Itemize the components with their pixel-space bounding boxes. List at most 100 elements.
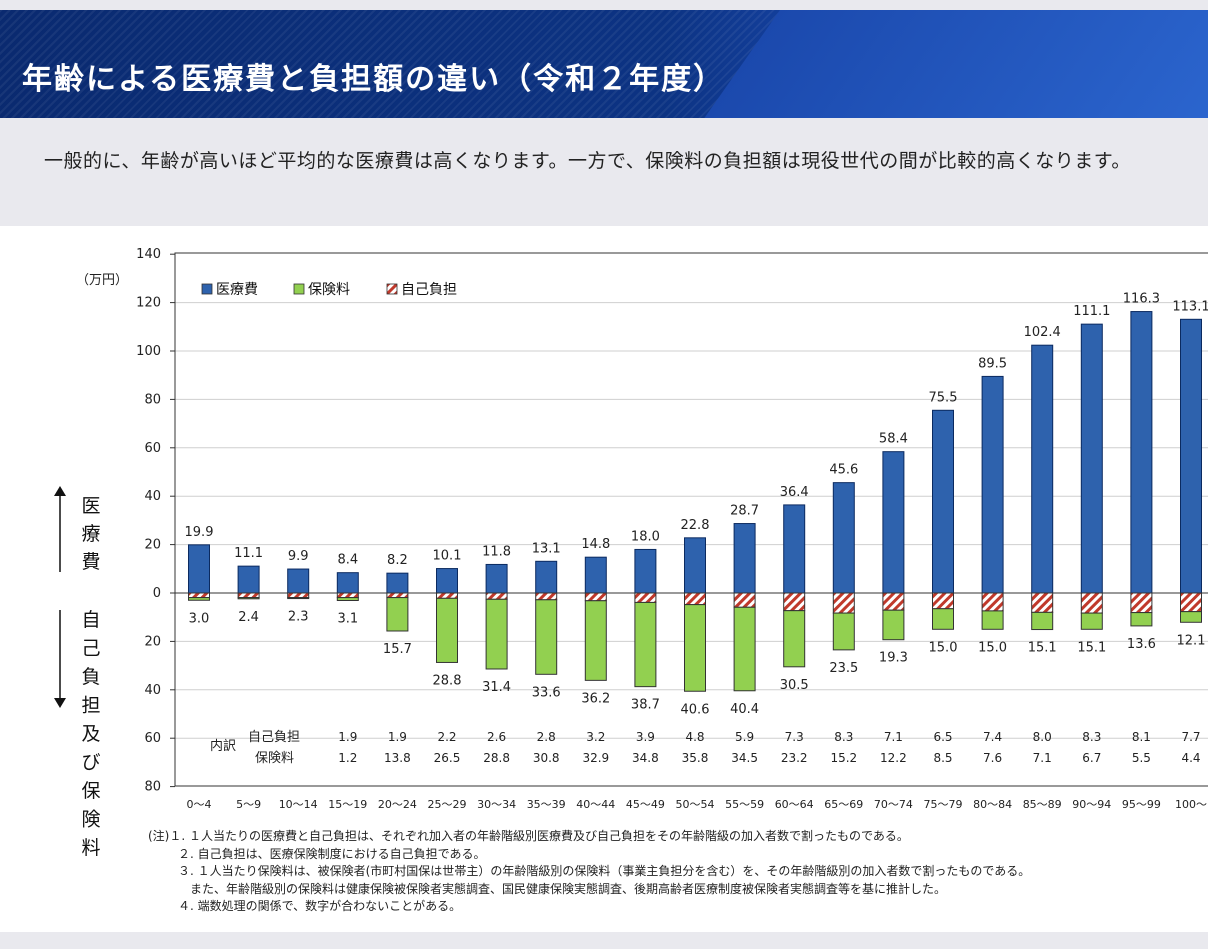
- breakdown-self-pay-value: 2.6: [487, 730, 506, 744]
- breakdown-premium-value: 5.5: [1132, 751, 1151, 765]
- data-label-medical: 45.6: [829, 463, 858, 478]
- lower-axis-label-char: 保: [81, 780, 100, 802]
- x-tick-label: 95〜99: [1122, 798, 1161, 811]
- breakdown-self-pay-value: 3.2: [586, 730, 605, 744]
- x-tick-label: 65〜69: [824, 798, 863, 811]
- y-tick-label: 20: [144, 538, 161, 553]
- breakdown-premium-value: 28.8: [483, 751, 510, 765]
- bar-self-pay: [535, 592, 558, 601]
- data-label-lower-total: 40.6: [681, 702, 710, 717]
- legend-label: 医療費: [216, 281, 258, 298]
- lower-axis-label-char: 自: [81, 609, 100, 631]
- data-label-lower-total: 31.4: [482, 680, 511, 695]
- bar-premium: [882, 609, 905, 641]
- y-tick-label: 40: [144, 683, 161, 698]
- x-tick-label: 90〜94: [1072, 798, 1111, 811]
- breakdown-self-pay-value: 7.3: [785, 730, 804, 744]
- x-tick-label: 80〜84: [973, 798, 1012, 811]
- bar-self-pay: [783, 592, 806, 612]
- breakdown-premium-value: 26.5: [434, 751, 461, 765]
- breakdown-premium-value: 6.7: [1082, 751, 1101, 765]
- intro-text: 一般的に、年齢が高いほど平均的な医療費は高くなります。一方で、保険料の負担額は現…: [22, 144, 1208, 179]
- lower-axis-label-char: 己: [81, 638, 100, 660]
- breakdown-premium-value: 23.2: [781, 751, 808, 765]
- bar-premium: [1080, 612, 1103, 630]
- y-tick-label: 120: [136, 296, 161, 311]
- bottom-strip: [0, 932, 1208, 949]
- bar-medical: [535, 560, 558, 594]
- bar-premium: [485, 598, 508, 670]
- bar-medical: [832, 482, 855, 594]
- unit-label: （万円）: [76, 273, 128, 288]
- lower-axis-label-char: 料: [81, 837, 100, 859]
- bar-medical: [336, 572, 359, 594]
- data-label-medical: 89.5: [978, 356, 1007, 371]
- breakdown-self-pay-value: 3.9: [636, 730, 655, 744]
- data-label-lower-total: 36.2: [581, 691, 610, 706]
- y-tick-label: 140: [136, 247, 161, 262]
- x-tick-label: 45〜49: [626, 798, 665, 811]
- note-1: (注)１. １人当たりの医療費と自己負担は、それぞれ加入者の年齢階級別医療費及び…: [148, 829, 909, 843]
- note-4: ４. 端数処理の関係で、数字が合わないことがある。: [178, 899, 462, 913]
- breakdown-self-pay-value: 2.8: [537, 730, 556, 744]
- data-label-lower-total: 2.4: [238, 610, 259, 625]
- data-label-medical: 14.8: [581, 537, 610, 552]
- bar-self-pay: [1031, 592, 1054, 613]
- y-tick-label: 60: [144, 731, 161, 746]
- bar-premium: [684, 604, 706, 692]
- data-label-medical: 10.1: [433, 549, 462, 564]
- bar-premium: [535, 599, 558, 675]
- data-label-lower-total: 15.0: [978, 640, 1007, 655]
- bar-self-pay: [188, 592, 210, 599]
- data-label-lower-total: 3.0: [189, 611, 210, 626]
- x-tick-label: 40〜44: [576, 798, 615, 811]
- bar-premium: [1180, 611, 1202, 623]
- breakdown-premium-value: 13.8: [384, 751, 411, 765]
- bar-self-pay: [436, 592, 458, 599]
- bar-medical: [634, 548, 657, 594]
- bar-medical: [1080, 323, 1103, 594]
- bar-self-pay: [336, 592, 359, 599]
- legend-swatch: [386, 283, 398, 295]
- legend-label: 保険料: [308, 282, 350, 298]
- bar-self-pay: [832, 592, 855, 614]
- data-label-lower-total: 15.1: [1028, 641, 1057, 656]
- data-label-lower-total: 3.1: [337, 612, 358, 627]
- breakdown-title: 内訳: [210, 738, 236, 754]
- x-tick-label: 0〜4: [187, 798, 212, 811]
- note-3-cont: また、年齢階級別の保険料は健康保険被保険者実態調査、国民健康保険実態調査、後期高…: [190, 881, 947, 896]
- breakdown-self-pay-value: 2.2: [437, 730, 456, 744]
- upper-axis-label-char: 費: [81, 551, 100, 573]
- x-tick-label: 30〜34: [477, 798, 516, 811]
- bar-medical: [188, 544, 210, 594]
- breakdown-premium-value: 7.1: [1033, 751, 1052, 765]
- breakdown-self-pay-value: 8.3: [834, 730, 853, 744]
- bar-medical: [1180, 318, 1202, 594]
- x-tick-label: 5〜9: [236, 798, 261, 811]
- x-tick-label: 55〜59: [725, 798, 764, 811]
- data-label-medical: 11.8: [482, 544, 511, 559]
- x-tick-label: 10〜14: [279, 798, 318, 811]
- data-label-medical: 8.2: [387, 553, 408, 568]
- y-tick-label: 40: [144, 489, 161, 504]
- breakdown-premium-value: 12.2: [880, 751, 907, 765]
- bar-medical: [882, 451, 905, 594]
- bar-premium: [386, 597, 409, 632]
- bar-self-pay: [981, 592, 1004, 612]
- bar-premium: [1130, 612, 1153, 627]
- bar-medical: [783, 504, 806, 594]
- bar-self-pay: [634, 592, 657, 603]
- x-tick-label: 100〜: [1175, 798, 1207, 811]
- x-tick-label: 85〜89: [1023, 798, 1062, 811]
- data-label-medical: 116.3: [1123, 292, 1160, 307]
- data-label-medical: 9.9: [288, 549, 309, 564]
- lower-axis-label-char: 及: [81, 723, 100, 745]
- legend-label: 自己負担: [401, 282, 457, 298]
- bar-premium: [832, 612, 855, 651]
- chart-notes: (注)１. １人当たりの医療費と自己負担は、それぞれ加入者の年齢階級別医療費及び…: [148, 828, 1030, 916]
- y-tick-label: 60: [144, 441, 161, 456]
- bar-medical: [287, 568, 310, 594]
- breakdown-premium-value: 34.5: [731, 751, 758, 765]
- data-label-medical: 113.1: [1172, 299, 1208, 314]
- breakdown-premium-value: 7.6: [983, 751, 1002, 765]
